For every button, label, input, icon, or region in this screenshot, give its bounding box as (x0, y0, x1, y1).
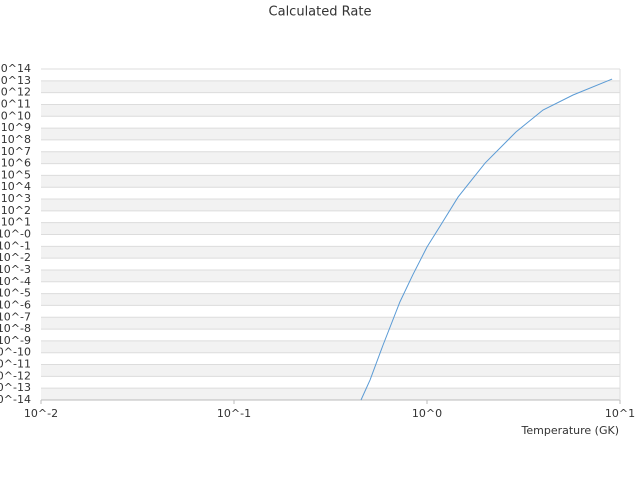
y-tick-label: 10^-6 (0, 298, 31, 311)
grid-band (41, 317, 620, 330)
x-axis-label: Temperature (GK) (521, 424, 620, 437)
y-tick-label: 10^5 (1, 168, 31, 181)
grid-band (41, 151, 620, 164)
y-tick-label: 10^-4 (0, 275, 31, 288)
grid (41, 68, 620, 401)
grid-band (41, 246, 620, 259)
y-tick-label: 10^6 (1, 157, 31, 170)
y-tick-label: 10^2 (1, 204, 31, 217)
grid-band (41, 340, 620, 353)
y-tick-label: 10^-12 (0, 369, 31, 382)
y-tick-label: 10^-9 (0, 334, 31, 347)
y-tick-label: 10^-14 (0, 393, 31, 406)
grid-band (41, 364, 620, 377)
grid-band (41, 222, 620, 235)
y-tick-label: 10^10 (0, 109, 31, 122)
y-tick-label: 10^14 (0, 62, 31, 75)
y-tick-label: 10^-8 (0, 322, 31, 335)
y-tick-label: 10^7 (1, 145, 31, 158)
y-tick-label: 10^-5 (0, 287, 31, 300)
y-tick-label: 10^4 (1, 180, 31, 193)
y-tick-label: 10^-10 (0, 346, 31, 359)
y-tick-label: 10^-1 (0, 239, 31, 252)
grid-band (41, 175, 620, 188)
data-line (360, 78, 613, 401)
grid-band (41, 269, 620, 282)
chart-title: Calculated Rate (269, 5, 372, 20)
y-tick-label: 10^13 (0, 74, 31, 87)
grid-band (41, 104, 620, 117)
y-tick-label: 10^-13 (0, 381, 31, 394)
x-tick-label: 10^-2 (24, 407, 58, 420)
y-tick-label: 10^1 (1, 216, 31, 229)
grid-band (41, 388, 620, 400)
x-tick-label: 10^0 (412, 407, 442, 420)
grid-band (41, 128, 620, 140)
y-tick-label: 10^11 (0, 97, 31, 110)
y-tick-label: 10^-0 (0, 228, 31, 241)
y-tick-label: 10^12 (0, 86, 31, 99)
y-tick-label: 10^3 (1, 192, 31, 205)
x-tick-label: 10^-1 (217, 407, 251, 420)
y-tick-label: 10^-2 (0, 251, 31, 264)
y-tick-label: 10^8 (1, 133, 31, 146)
grid-band (41, 293, 620, 306)
y-tick-label: 10^9 (1, 121, 31, 134)
grid-band (41, 199, 620, 211)
y-tick-label: 10^-7 (0, 310, 31, 323)
grid-band (41, 80, 620, 93)
y-tick-label: 10^-3 (0, 263, 31, 276)
x-tick-label: 10^1 (605, 407, 635, 420)
y-tick-label: 10^-11 (0, 358, 31, 371)
